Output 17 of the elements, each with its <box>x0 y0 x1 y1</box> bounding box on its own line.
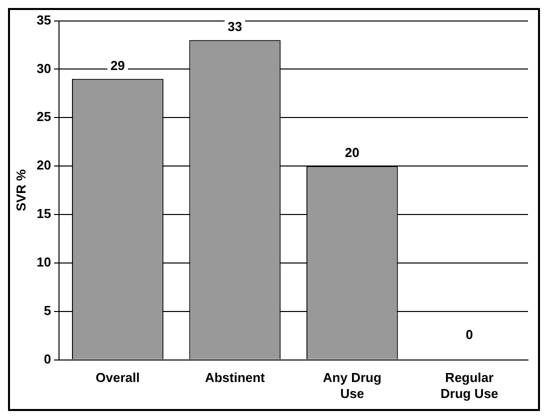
x-tick-label: Any Drug Use <box>322 370 382 401</box>
y-tick-label: 25 <box>36 109 52 124</box>
data-label: 0 <box>466 326 473 342</box>
y-tick-label: 15 <box>36 206 52 222</box>
data-label: 33 <box>228 19 242 34</box>
y-tick-label: 0 <box>44 351 52 366</box>
y-axis-title: SVR % <box>13 168 28 212</box>
x-tick-label: Abstinent <box>204 370 266 386</box>
y-tick-label: 10 <box>36 254 52 270</box>
x-tick-label: Overall <box>96 370 140 386</box>
x-tick-label: Regular Drug Use <box>440 370 498 401</box>
data-label: 20 <box>344 145 360 160</box>
data-label: 29 <box>110 58 125 73</box>
y-tick-label: 35 <box>36 12 52 28</box>
y-tick-label: 5 <box>44 302 52 318</box>
y-tick-label: 30 <box>36 60 52 76</box>
y-tick-label: 20 <box>36 158 52 173</box>
